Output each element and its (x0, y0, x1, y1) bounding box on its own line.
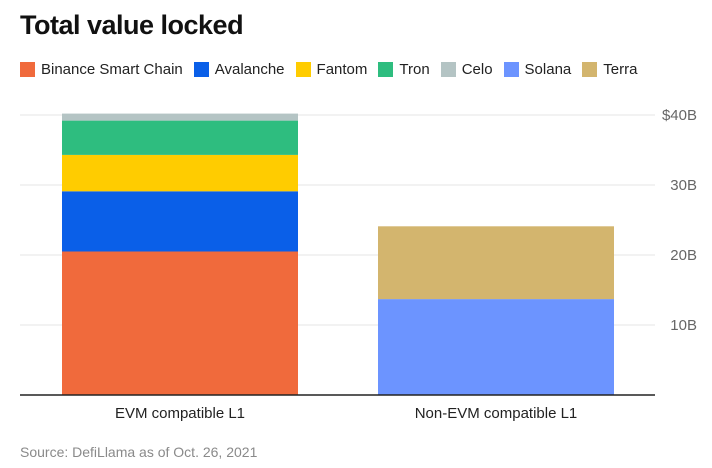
bar-segment-0-0 (62, 251, 298, 395)
bar-segment-1-6 (378, 226, 614, 300)
bar-segment-0-3 (62, 120, 298, 155)
chart-title: Total value locked (20, 10, 244, 40)
legend-item-6: Terra (582, 61, 637, 78)
x-category-label-1: Non-EVM compatible L1 (415, 405, 578, 422)
legend-swatch (193, 62, 209, 77)
legend-label: Terra (603, 61, 638, 78)
legend-swatch (378, 62, 394, 77)
legend-label: Solana (524, 61, 572, 78)
legend-swatch (20, 62, 35, 77)
legend-swatch (295, 62, 311, 77)
legend-label: Fantom (316, 61, 368, 78)
legend-swatch (582, 62, 598, 77)
y-tick-label-0: 10B (670, 317, 697, 334)
chart-plot-area: 10B 20B 30B $40B EVM compatible L1 Non-EVM co… (20, 107, 697, 422)
y-tick-label-3: $40B (662, 107, 697, 124)
legend-item-1: Avalanche (193, 61, 285, 78)
bar-segment-0-2 (62, 154, 298, 192)
legend-item-4: Celo (440, 61, 493, 78)
legend-swatch (440, 62, 456, 77)
legend-label: Avalanche (214, 61, 285, 78)
legend-label: Binance Smart Chain (41, 61, 183, 78)
legend-item-5: Solana (503, 61, 572, 78)
bar-segment-0-1 (62, 191, 298, 252)
legend-item-0: Binance Smart Chain (20, 61, 183, 78)
y-tick-label-1: 20B (670, 247, 697, 264)
legend-swatch (503, 62, 519, 77)
bar-segment-0-4 (62, 113, 298, 121)
legend-label: Celo (461, 61, 493, 78)
chart-legend: Binance Smart Chain Avalanche Fantom Tron Ce… (20, 61, 648, 78)
legend-label: Tron (399, 61, 430, 78)
x-category-label-0: EVM compatible L1 (115, 405, 245, 422)
bar-segment-1-5 (378, 299, 614, 395)
legend-item-3: Tron (378, 61, 430, 78)
source-note: Source: DefiLlama as of Oct. 26, 2021 (20, 444, 258, 460)
y-tick-label-2: 30B (670, 177, 697, 194)
legend-item-2: Fantom (295, 61, 368, 78)
